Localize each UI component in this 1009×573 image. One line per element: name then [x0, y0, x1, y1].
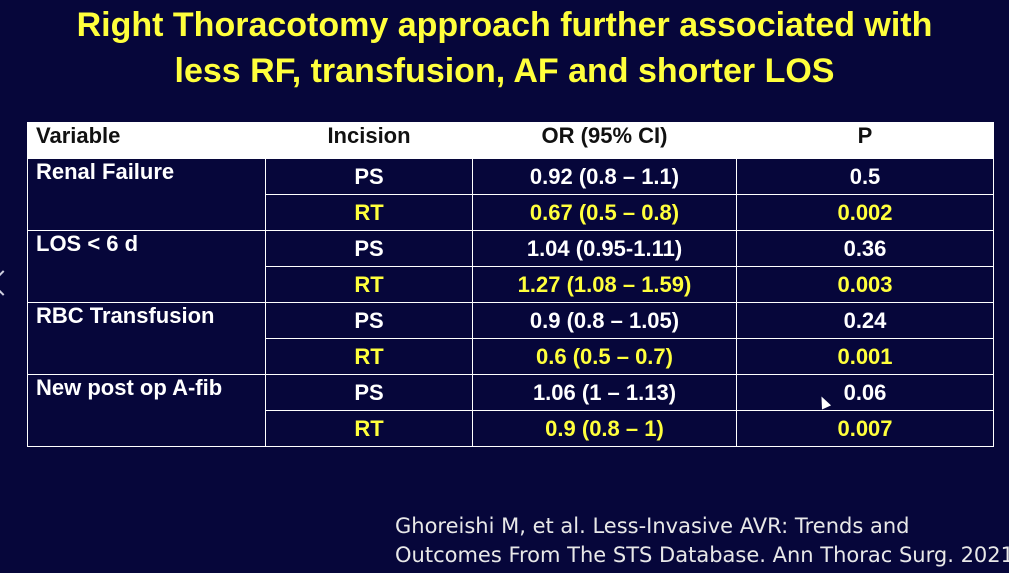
variable-cell: New post op A-fib [27, 374, 266, 447]
p-value-cell: 0.36 [736, 230, 994, 267]
slide-title-line-1: Right Thoracotomy approach further assoc… [76, 6, 933, 44]
incision-cell: PS [265, 230, 473, 267]
incision-cell: RT [265, 410, 473, 447]
table-row: Renal Failure PS 0.92 (0.8 – 1.1) 0.5 [27, 158, 994, 231]
p-value-cell: 0.001 [736, 338, 994, 375]
header-incision: Incision [265, 122, 473, 159]
incision-cell: RT [265, 194, 473, 231]
table-body: Renal Failure PS 0.92 (0.8 – 1.1) 0.5 RT 0.67… [27, 158, 994, 447]
odds-ratio-cell: 1.06 (1 – 1.13) [472, 374, 737, 411]
table-row: RBC Transfusion PS 0.9 (0.8 – 1.05) 0.24 [27, 302, 994, 375]
header-variable: Variable [27, 122, 266, 159]
p-value-cell: 0.06 [736, 374, 994, 411]
previous-slide-chevron-icon[interactable] [0, 270, 16, 296]
incision-cell: RT [265, 266, 473, 303]
citation: Ghoreishi M, et al. Less-Invasive AVR: T… [395, 512, 1009, 570]
odds-ratio-cell: 1.27 (1.08 – 1.59) [472, 266, 737, 303]
p-value-cell: 0.24 [736, 302, 994, 339]
table-row: RT 0.67 (0.5 – 0.8) 0.002 [28, 194, 994, 231]
variable-cell: LOS < 6 d [27, 230, 266, 303]
odds-ratio-cell: 0.6 (0.5 – 0.7) [472, 338, 737, 375]
header-p-value: P [736, 122, 994, 159]
table-row: New post op A-fib PS 1.06 (1 – 1.13) 0.06 [27, 374, 994, 447]
odds-ratio-cell: 1.04 (0.95-1.11) [472, 230, 737, 267]
results-table: Variable Incision OR (95% CI) P Renal Fa… [27, 122, 994, 447]
table-header-row: Variable Incision OR (95% CI) P [27, 122, 994, 159]
table-row: LOS < 6 d PS 1.04 (0.95-1.11) 0.36 [27, 230, 994, 303]
table-row: RT 0.9 (0.8 – 1) 0.007 [28, 410, 994, 447]
p-value-cell: 0.5 [736, 158, 994, 195]
incision-cell: RT [265, 338, 473, 375]
p-value-cell: 0.002 [736, 194, 994, 231]
incision-cell: PS [265, 158, 473, 195]
odds-ratio-cell: 0.92 (0.8 – 1.1) [472, 158, 737, 195]
slide-title-line-2: less RF, transfusion, AF and shorter LOS [174, 52, 835, 90]
variable-cell: RBC Transfusion [27, 302, 266, 375]
incision-cell: PS [265, 374, 473, 411]
p-value-cell: 0.007 [736, 410, 994, 447]
p-value-cell: 0.003 [736, 266, 994, 303]
variable-cell: Renal Failure [27, 158, 266, 231]
citation-line-1: Ghoreishi M, et al. Less-Invasive AVR: T… [395, 514, 910, 538]
incision-cell: PS [265, 302, 473, 339]
odds-ratio-cell: 0.9 (0.8 – 1) [472, 410, 737, 447]
slide-title: Right Thoracotomy approach further assoc… [0, 2, 1009, 94]
header-odds-ratio: OR (95% CI) [472, 122, 737, 159]
odds-ratio-cell: 0.9 (0.8 – 1.05) [472, 302, 737, 339]
citation-line-2: Outcomes From The STS Database. Ann Thor… [395, 543, 1009, 567]
odds-ratio-cell: 0.67 (0.5 – 0.8) [472, 194, 737, 231]
